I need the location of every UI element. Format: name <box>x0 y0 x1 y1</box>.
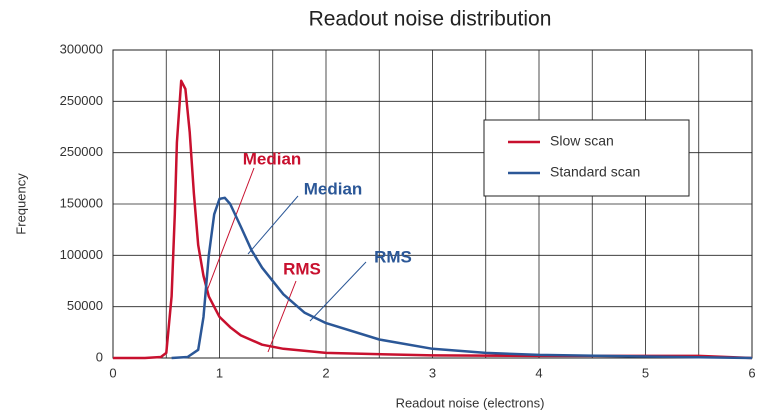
annotation: RMS <box>374 247 412 266</box>
annotation: RMS <box>283 259 321 278</box>
chart-title: Readout noise distribution <box>309 8 552 31</box>
y-tick-label: 0 <box>96 349 103 364</box>
y-tick-label: 250000 <box>60 144 103 159</box>
x-tick-label: 4 <box>535 365 542 380</box>
legend-box <box>483 119 690 197</box>
legend-label: Slow scan <box>550 133 614 149</box>
y-tick-label: 300000 <box>60 41 103 56</box>
data-line <box>171 196 753 360</box>
y-tick-label: 100000 <box>60 247 103 262</box>
annotation: Median <box>243 149 302 168</box>
annotation: Median <box>304 179 363 198</box>
x-tick-label: 5 <box>642 365 649 380</box>
plot-frame <box>112 49 753 359</box>
x-tick-label: 2 <box>322 365 329 380</box>
x-tick-label: 6 <box>748 365 755 380</box>
y-tick-label: 150000 <box>60 195 103 210</box>
y-tick-label: 50000 <box>67 298 103 313</box>
leader-line <box>267 280 297 353</box>
x-tick-label: 0 <box>109 365 116 380</box>
y-tick-label: 250000 <box>60 93 103 108</box>
leader-line <box>309 261 367 322</box>
leader-line <box>247 195 299 255</box>
data-line <box>113 79 753 360</box>
x-axis-label: Readout noise (electrons) <box>396 395 545 410</box>
x-tick-label: 3 <box>429 365 436 380</box>
y-axis-label: Frequency <box>13 173 28 235</box>
leader-line <box>204 167 255 297</box>
legend-label: Standard scan <box>550 164 640 180</box>
x-tick-label: 1 <box>216 365 223 380</box>
